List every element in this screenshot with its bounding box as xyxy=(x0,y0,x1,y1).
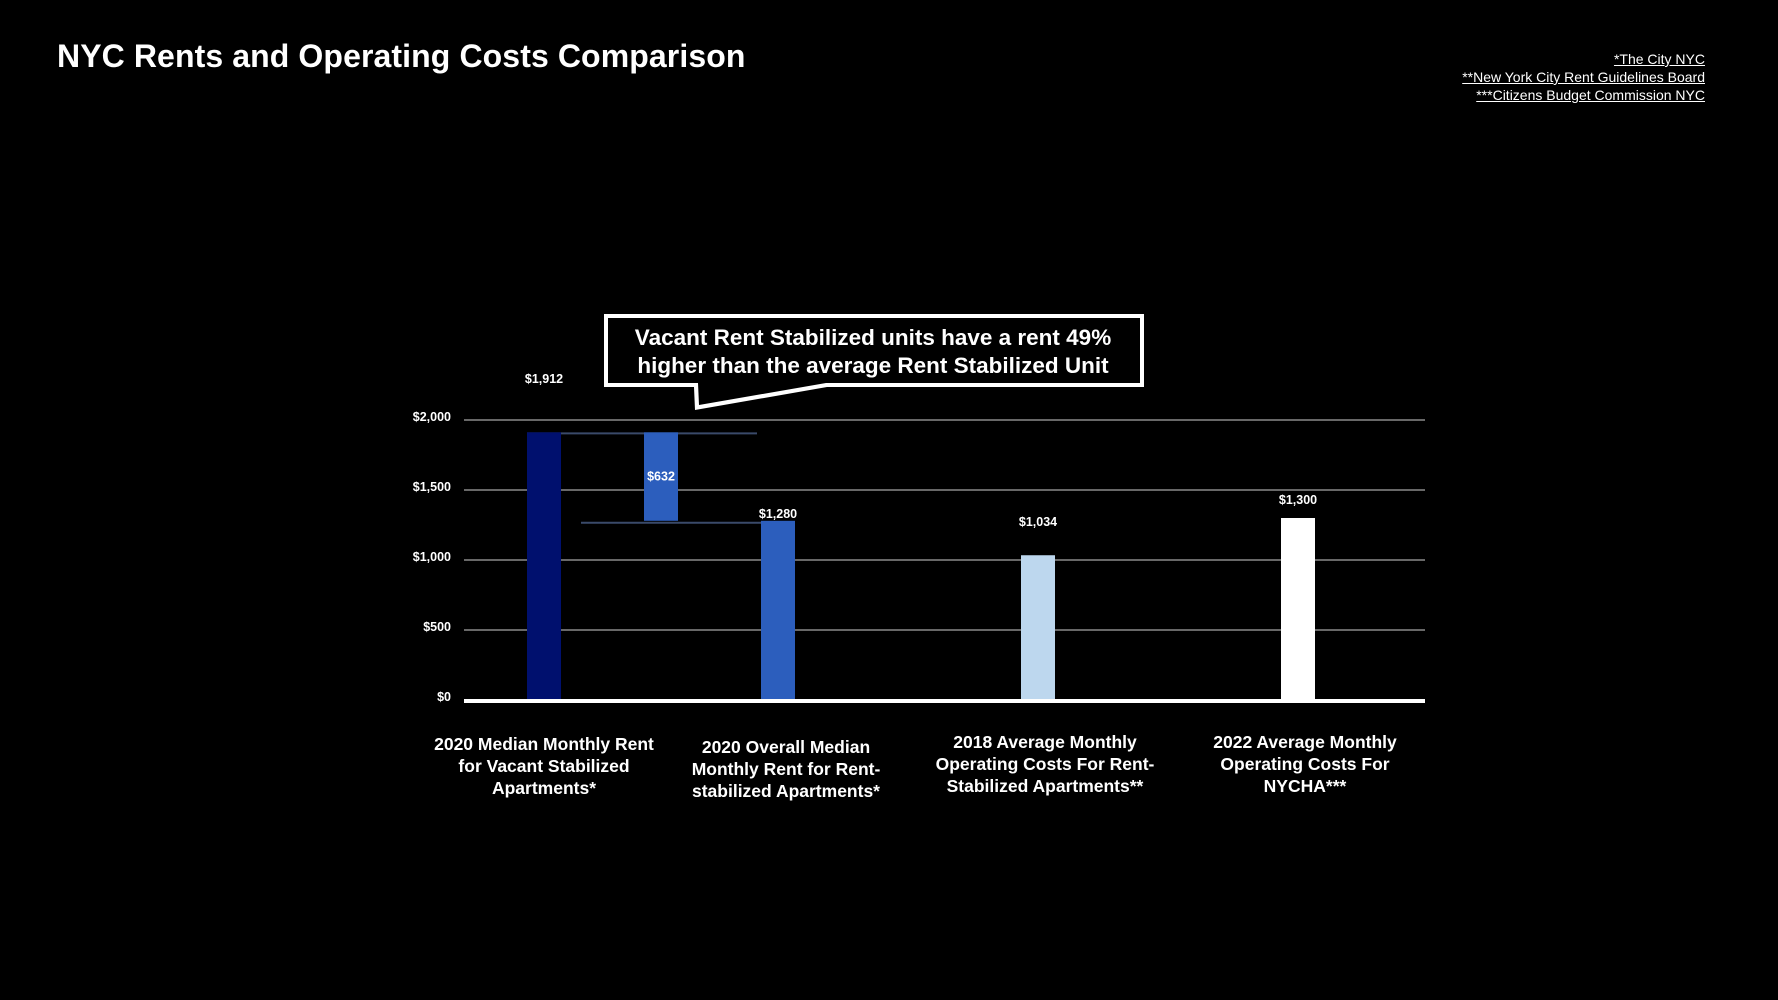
data-labels: $1,912 $632 $1,280 $1,034 $1,300 xyxy=(525,372,1317,529)
data-label: $1,280 xyxy=(759,507,797,521)
bar xyxy=(1281,518,1315,700)
callout-box: Vacant Rent Stabilized units have a rent… xyxy=(604,314,1144,410)
source-links: *The City NYC **New York City Rent Guide… xyxy=(1462,50,1705,104)
bar xyxy=(1021,555,1055,700)
data-label: $1,300 xyxy=(1279,493,1317,507)
gridlines xyxy=(464,419,1425,631)
source-link-the-city[interactable]: *The City NYC xyxy=(1613,51,1705,67)
difference-label: $632 xyxy=(647,470,675,484)
y-tick-label: $1,000 xyxy=(413,550,451,564)
bar xyxy=(761,520,795,700)
source-link-rent-guidelines-board[interactable]: **New York City Rent Guidelines Board xyxy=(1462,69,1705,85)
y-tick-label: $1,500 xyxy=(413,480,451,494)
data-label: $1,912 xyxy=(525,372,563,386)
category-label-vacant-stabilized: 2020 Median Monthly Rent for Vacant Stab… xyxy=(434,734,654,798)
y-axis-ticks: $0 $500 $1,000 $1,500 $2,000 xyxy=(413,410,451,704)
data-label: $1,034 xyxy=(1019,515,1057,529)
category-label-operating-costs-2018: 2018 Average Monthly Operating Costs For… xyxy=(935,732,1155,796)
callout-bubble-inner xyxy=(608,318,1140,405)
y-tick-label: $0 xyxy=(437,690,451,704)
y-tick-label: $500 xyxy=(423,620,451,634)
callout-line-1: Vacant Rent Stabilized units have a rent… xyxy=(635,325,1111,350)
page-title: NYC Rents and Operating Costs Comparison xyxy=(57,38,746,74)
category-label-nycha-2022: 2022 Average Monthly Operating Costs For… xyxy=(1213,732,1397,796)
bars xyxy=(527,432,1315,700)
bar xyxy=(527,432,561,700)
waterfall-connectors xyxy=(527,432,795,524)
difference-bar xyxy=(644,432,678,521)
callout-line-2: higher than the average Rent Stabilized … xyxy=(637,353,1109,378)
y-tick-label: $2,000 xyxy=(413,410,451,424)
category-label-overall-stabilized: 2020 Overall Median Monthly Rent for Ren… xyxy=(691,737,881,801)
source-link-citizens-budget-commission[interactable]: ***Citizens Budget Commission NYC xyxy=(1476,87,1705,103)
